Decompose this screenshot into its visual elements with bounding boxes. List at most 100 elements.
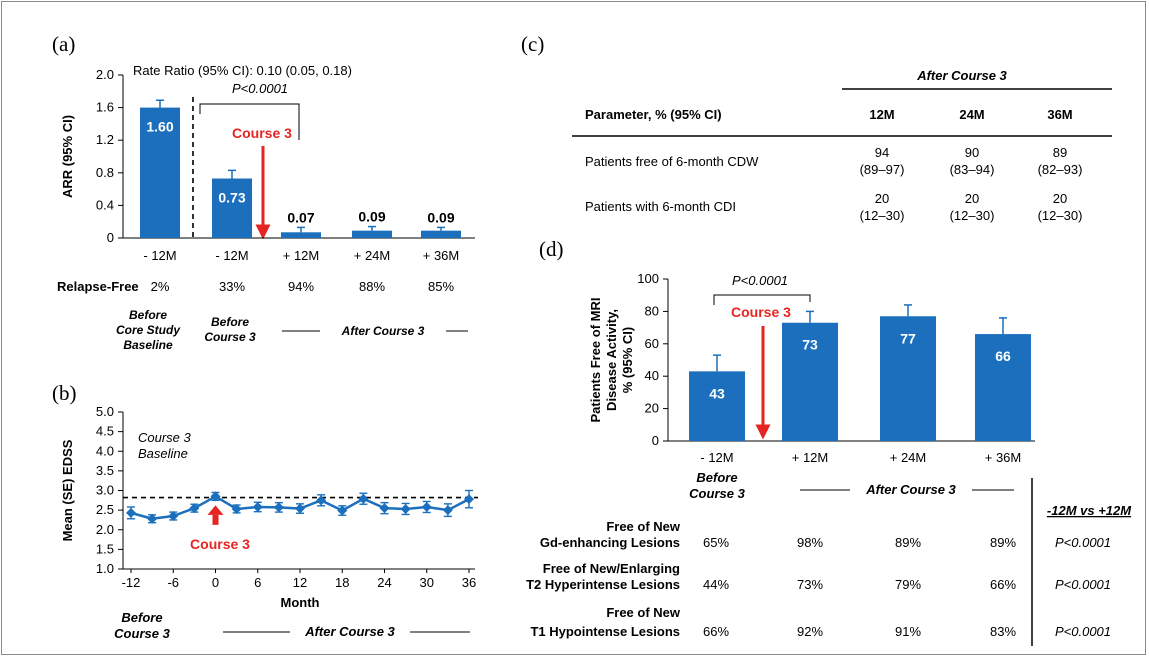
chart-d-ytick-label: 100 [637, 271, 659, 286]
chart-a-ytick-label: 0.4 [96, 197, 114, 212]
chart-a-bar [352, 230, 392, 238]
chart-d-ytick-label: 40 [645, 368, 659, 383]
chart-b-point [295, 503, 305, 514]
chart-a-data-label: 0.73 [218, 190, 245, 206]
lesion-row-value: 98% [797, 535, 823, 550]
panel-d-p-value: P<0.0001 [732, 273, 788, 288]
chart-a-ytick-label: 0.8 [96, 165, 114, 180]
panel-c-cell-value: 94 [875, 145, 889, 160]
panel-c-cell-value: 89 [1053, 145, 1067, 160]
chart-a-category-label: - 12M [215, 248, 248, 263]
chart-b-ylabel: Mean (SE) EDSS [60, 439, 75, 541]
panel-b-letter: (b) [52, 381, 77, 405]
panel-d-letter: (d) [539, 237, 564, 261]
panel-d-group-before: Before Course 3 [689, 470, 745, 501]
lesion-row-p-value: P<0.0001 [1055, 577, 1111, 592]
lesion-row-value: 89% [895, 535, 921, 550]
panel-b-group-after: After Course 3 [304, 624, 395, 639]
panel-d-group-after: After Course 3 [865, 482, 956, 497]
chart-d-bar [782, 322, 838, 441]
chart-a-bar [421, 230, 461, 238]
panel-c-row-label: Patients free of 6-month CDW [585, 154, 759, 169]
before-course-line-2: Course 3 [204, 330, 256, 344]
panel-a-group-before-course: Before Course 3 [204, 315, 256, 344]
chart-b-ytick-label: 1.5 [96, 541, 114, 556]
panel-c-cell-ci: (83–94) [950, 162, 995, 177]
baseline-label-line-2: Baseline [138, 446, 188, 461]
lesion-row-p-value: P<0.0001 [1055, 624, 1111, 639]
rate-ratio-annotation: Rate Ratio (95% CI): 0.10 (0.05, 0.18) [133, 63, 352, 78]
chart-a-category-label: - 12M [143, 248, 176, 263]
chart-b-xtick-label: 18 [335, 575, 349, 590]
chart-d-data-label: 73 [802, 337, 818, 353]
panel-d-bracket [713, 294, 811, 305]
chart-b-point [358, 493, 369, 504]
chart-b-point [168, 511, 179, 522]
lesion-row-label-line: Free of New [606, 519, 681, 534]
lesion-row-value: 89% [990, 535, 1016, 550]
chart-a: 0 0.4 0.8 1.2 1.6 2.0 ARR (95% CI) 1.60 - 12M 0.7… [60, 67, 475, 263]
chart-a-bar [140, 107, 180, 238]
lesion-row-value: 91% [895, 624, 921, 639]
panel-b-course-label: Course 3 [190, 536, 250, 552]
panel-c-row-label: Patients with 6-month CDI [585, 199, 736, 214]
chart-a-category-label: + 36M [423, 248, 460, 263]
chart-b-ytick-label: 3.0 [96, 483, 114, 498]
chart-b-point [316, 495, 327, 506]
chart-a-data-label: 1.60 [146, 119, 173, 135]
chart-a-ytick-label: 0 [107, 230, 114, 245]
before-core-line-1: Before [129, 308, 167, 322]
chart-b-point [337, 505, 348, 516]
compare-header: -12M vs +12M [1047, 503, 1132, 518]
chart-d-ylabel: Patients Free of MRIDisease Activity,% (… [588, 298, 635, 423]
panel-d-course-label: Course 3 [731, 304, 791, 320]
chart-b-xtick-label: -6 [167, 575, 179, 590]
chart-d-bar [880, 316, 936, 441]
baseline-label-line-1: Course 3 [138, 430, 192, 445]
relapse-free-value: 85% [428, 279, 454, 294]
relapse-free-row: 2% 33% 94% 88% 85% [151, 279, 455, 294]
panel-c-cell-ci: (12–30) [860, 208, 905, 223]
panel-c-header-group: After Course 3 [916, 68, 1007, 83]
panel-b-group-before: Before Course 3 [114, 610, 170, 641]
chart-b-ytick-label: 4.5 [96, 424, 114, 439]
panel-c-cell-ci: (12–30) [950, 208, 995, 223]
chart-d-category-label: + 24M [890, 450, 927, 465]
relapse-free-label: Relapse-Free [57, 279, 139, 294]
chart-a-bar [281, 232, 321, 238]
panel-c-cell-ci: (89–97) [860, 162, 905, 177]
before-core-line-3: Baseline [123, 338, 173, 352]
chart-a-ytick-label: 1.2 [96, 132, 114, 147]
chart-d-ytick-label: 80 [645, 303, 659, 318]
chart-b-point [442, 505, 453, 516]
chart-b: 1.0 1.5 2.0 2.5 3.0 3.5 4.0 4.5 5.0 -12 -6 0 6 12 18 24… [60, 404, 478, 610]
chart-b-point [379, 503, 390, 514]
lesion-row-label-line: T1 Hypointense Lesions [530, 624, 680, 639]
lesion-row-label-line: Free of New/Enlarging [543, 561, 680, 576]
panel-c-cell-value: 20 [965, 191, 979, 206]
lesion-row-value: 92% [797, 624, 823, 639]
panel-a: (a) Rate Ratio (95% CI): 0.10 (0.05, 0.1… [52, 32, 475, 352]
lesion-row-p-value: P<0.0001 [1055, 535, 1111, 550]
panel-c-col-parameter: Parameter, % (95% CI) [585, 107, 722, 122]
chart-b-ytick-label: 4.0 [96, 443, 114, 458]
chart-a-ytick-label: 2.0 [96, 67, 114, 82]
chart-a-ylabel: ARR (95% CI) [60, 115, 75, 198]
chart-d-category-label: + 12M [792, 450, 829, 465]
chart-b-xtick-label: 24 [377, 575, 391, 590]
chart-b-point [126, 507, 136, 518]
chart-b-point [400, 503, 411, 514]
panel-c-col-12m: 12M [869, 107, 894, 122]
lesion-row-label-line: Free of New [606, 605, 681, 620]
chart-b-xtick-label: 0 [212, 575, 219, 590]
chart-b-point [189, 503, 200, 514]
chart-b-xlabel: Month [281, 595, 320, 610]
lesion-row-value: 73% [797, 577, 823, 592]
panel-c: (c) After Course 3 Parameter, % (95% CI)… [521, 32, 1112, 223]
chart-d-ylabel-line: Patients Free of MRI [588, 298, 603, 423]
relapse-free-value: 2% [151, 279, 170, 294]
lesion-row-value: 44% [703, 577, 729, 592]
chart-b-xtick-label: 30 [420, 575, 434, 590]
